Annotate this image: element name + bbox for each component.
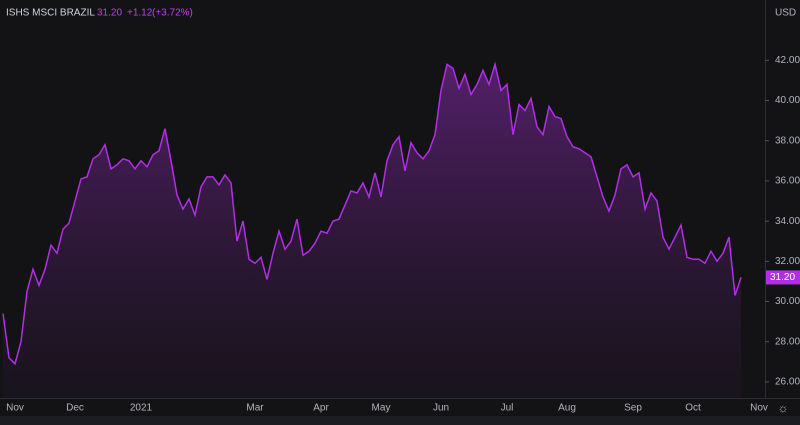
x-tick-label: Mar [246, 403, 264, 414]
x-tick-label: Sep [624, 403, 642, 414]
x-tick-label: Nov [750, 403, 768, 414]
chart-title: ISHS MSCI BRAZIL [6, 8, 95, 19]
x-tick-label: Jun [433, 403, 449, 414]
y-tick-label: 40.00 [775, 95, 800, 106]
y-tick-label: 28.00 [775, 336, 800, 347]
y-tick-label: 42.00 [775, 55, 800, 66]
last-price-label: 31.20 [770, 272, 795, 283]
settings-icon[interactable]: ☼ [778, 401, 789, 415]
y-tick-label: 36.00 [775, 176, 800, 187]
toolbar [0, 416, 800, 425]
y-tick-label: 32.00 [775, 256, 800, 267]
x-tick-label: 2021 [130, 403, 153, 414]
x-tick-label: Aug [558, 403, 576, 414]
currency: USD [775, 8, 796, 19]
area-fill [3, 64, 741, 398]
last-price-tag [766, 270, 800, 285]
x-tick-label: Jul [501, 403, 514, 414]
x-tick-label: Nov [6, 403, 24, 414]
change-pct: (+3.72%) [152, 8, 193, 19]
x-tick-label: Oct [685, 403, 701, 414]
y-tick-label: 26.00 [775, 377, 800, 388]
change: +1.12 [127, 8, 153, 19]
y-tick-label: 30.00 [775, 296, 800, 307]
y-tick-label: 34.00 [775, 216, 800, 227]
price-line [2, 61, 742, 366]
x-tick-label: Apr [313, 403, 329, 414]
x-tick-label: May [372, 403, 391, 414]
price: 31.20 [97, 8, 122, 19]
y-tick-label: 38.00 [775, 135, 800, 146]
x-tick-label: Dec [66, 403, 84, 414]
